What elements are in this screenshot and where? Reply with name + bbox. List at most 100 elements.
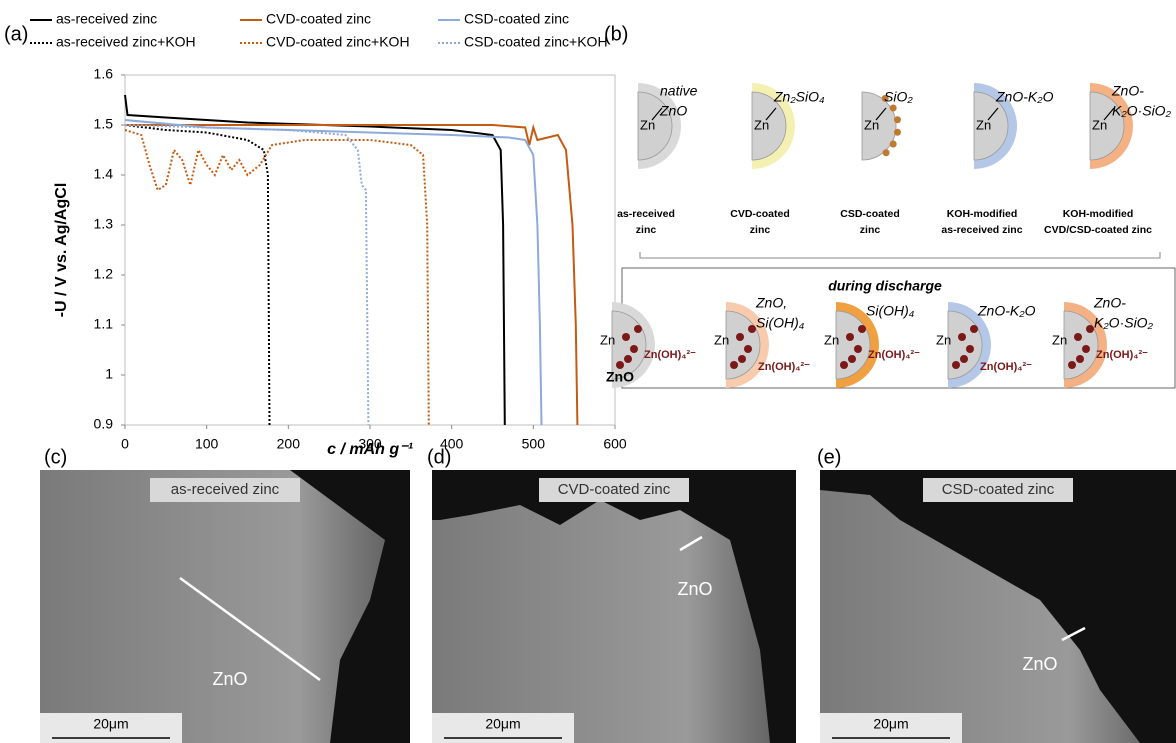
title-box xyxy=(539,478,689,502)
legend-label: CVD-coated zinc+KOH xyxy=(266,34,410,50)
caption: as-received xyxy=(617,208,675,220)
scale-label: 20μm xyxy=(93,716,128,732)
zinc-core xyxy=(1089,91,1125,161)
zinc-shell xyxy=(1090,83,1133,169)
ion-dot xyxy=(624,355,632,363)
zinc-shell xyxy=(726,302,769,388)
title-box xyxy=(150,478,300,502)
panel-label: (a) xyxy=(4,23,28,45)
arrow xyxy=(765,107,777,121)
y-tick-label: 1.1 xyxy=(94,316,114,332)
zinc-core xyxy=(861,91,897,161)
series-line xyxy=(124,119,543,426)
x-tick-label: 0 xyxy=(121,436,129,452)
x-tick-label: 500 xyxy=(522,436,546,452)
zinc-shell xyxy=(612,302,655,388)
zinc-shell xyxy=(638,83,681,169)
layer-label: K₂O·SiO₂ xyxy=(1112,103,1172,119)
layer-label: ZnO-K₂O xyxy=(977,303,1036,319)
legend-label: CVD-coated zinc xyxy=(266,11,371,27)
x-tick-label: 200 xyxy=(277,436,301,452)
series-line xyxy=(124,124,370,426)
ion-label: Zn(OH)₄²⁻ xyxy=(868,349,920,361)
ion-label: Zn(OH)₄²⁻ xyxy=(644,349,696,361)
micrograph-title: CVD-coated zinc xyxy=(558,481,671,498)
zinc-shell xyxy=(836,302,879,388)
sio2-particle xyxy=(889,104,897,112)
legend-label: as-received zinc+KOH xyxy=(56,34,196,50)
y-tick-label: 1 xyxy=(105,366,113,382)
ion-label: Zn(OH)₄²⁻ xyxy=(1096,349,1148,361)
zinc-shell xyxy=(752,83,795,169)
sio2-particle xyxy=(893,116,901,124)
ion-dot xyxy=(748,325,756,333)
caption: as-received zinc xyxy=(941,224,1022,236)
ion-dot xyxy=(848,355,856,363)
caption: zinc xyxy=(636,224,657,236)
ion-label: Zn(OH)₄²⁻ xyxy=(758,361,810,373)
layer-label: ZnO- xyxy=(1093,295,1126,311)
layer-label: SiO₂ xyxy=(884,89,913,105)
ion-dot xyxy=(1074,333,1082,341)
layer-label: Si(OH)₄ xyxy=(866,303,915,319)
panel-label: (c) xyxy=(44,446,67,468)
micrograph-dark xyxy=(820,470,1176,743)
arrow xyxy=(1103,107,1115,121)
layer-label: Zn₂SiO₄ xyxy=(773,89,825,105)
sio2-particle xyxy=(882,149,890,157)
ion-dot xyxy=(1082,345,1090,353)
ion-dot xyxy=(960,355,968,363)
zinc-core xyxy=(637,91,673,161)
x-tick-label: 100 xyxy=(195,436,219,452)
micrograph-dark xyxy=(290,470,410,743)
caption: KOH-modified xyxy=(1063,208,1134,220)
arrow xyxy=(987,107,999,121)
zn-label: Zn xyxy=(640,117,655,132)
ion-dot xyxy=(966,345,974,353)
y-tick-label: 1.4 xyxy=(94,166,114,182)
arrow xyxy=(679,535,703,552)
ion-dot xyxy=(730,361,738,369)
ion-dot xyxy=(634,325,642,333)
sio2-particle xyxy=(881,94,889,102)
ion-dot xyxy=(958,333,966,341)
zno-label: ZnO xyxy=(212,669,247,689)
zn-label: Zn xyxy=(976,117,991,132)
x-axis-label: c / mAh g⁻¹ xyxy=(327,441,413,458)
y-tick-label: 1.5 xyxy=(94,116,114,132)
y-tick-label: 1.3 xyxy=(94,216,114,232)
y-axis-label: -U / V vs. Ag/AgCl xyxy=(53,183,70,318)
zinc-shell xyxy=(974,83,1017,169)
y-tick-label: 0.9 xyxy=(94,416,114,432)
zinc-core xyxy=(751,91,787,161)
zno-label: ZnO xyxy=(1022,654,1057,674)
y-tick-label: 1.2 xyxy=(94,266,114,282)
caption: zinc xyxy=(860,224,881,236)
panel-label: (b) xyxy=(604,23,628,45)
layer-label: ZnO-K₂O xyxy=(995,89,1054,105)
ion-dot xyxy=(854,345,862,353)
ion-dot xyxy=(840,361,848,369)
panel-label: (e) xyxy=(817,446,841,468)
zn-label: Zn xyxy=(714,332,729,347)
layer-label: native xyxy=(660,83,698,99)
ion-dot xyxy=(616,361,624,369)
ion-dot xyxy=(630,345,638,353)
micrograph-title: as-received zinc xyxy=(171,481,280,498)
x-tick-label: 300 xyxy=(358,436,382,452)
zn-label: Zn xyxy=(824,332,839,347)
ion-dot xyxy=(858,325,866,333)
micrograph-dark xyxy=(432,470,796,743)
zinc-shell xyxy=(948,302,991,388)
scale-label: 20μm xyxy=(485,716,520,732)
zinc-shell xyxy=(1064,302,1107,388)
zn-label: Zn xyxy=(1052,332,1067,347)
legend-label: CSD-coated zinc+KOH xyxy=(464,34,608,50)
caption: CVD/CSD-coated zinc xyxy=(1044,224,1152,236)
arrow xyxy=(179,576,321,682)
zn-label: Zn xyxy=(864,117,879,132)
zn-label: Zn xyxy=(600,332,615,347)
ion-dot xyxy=(738,355,746,363)
ion-dot xyxy=(1068,361,1076,369)
